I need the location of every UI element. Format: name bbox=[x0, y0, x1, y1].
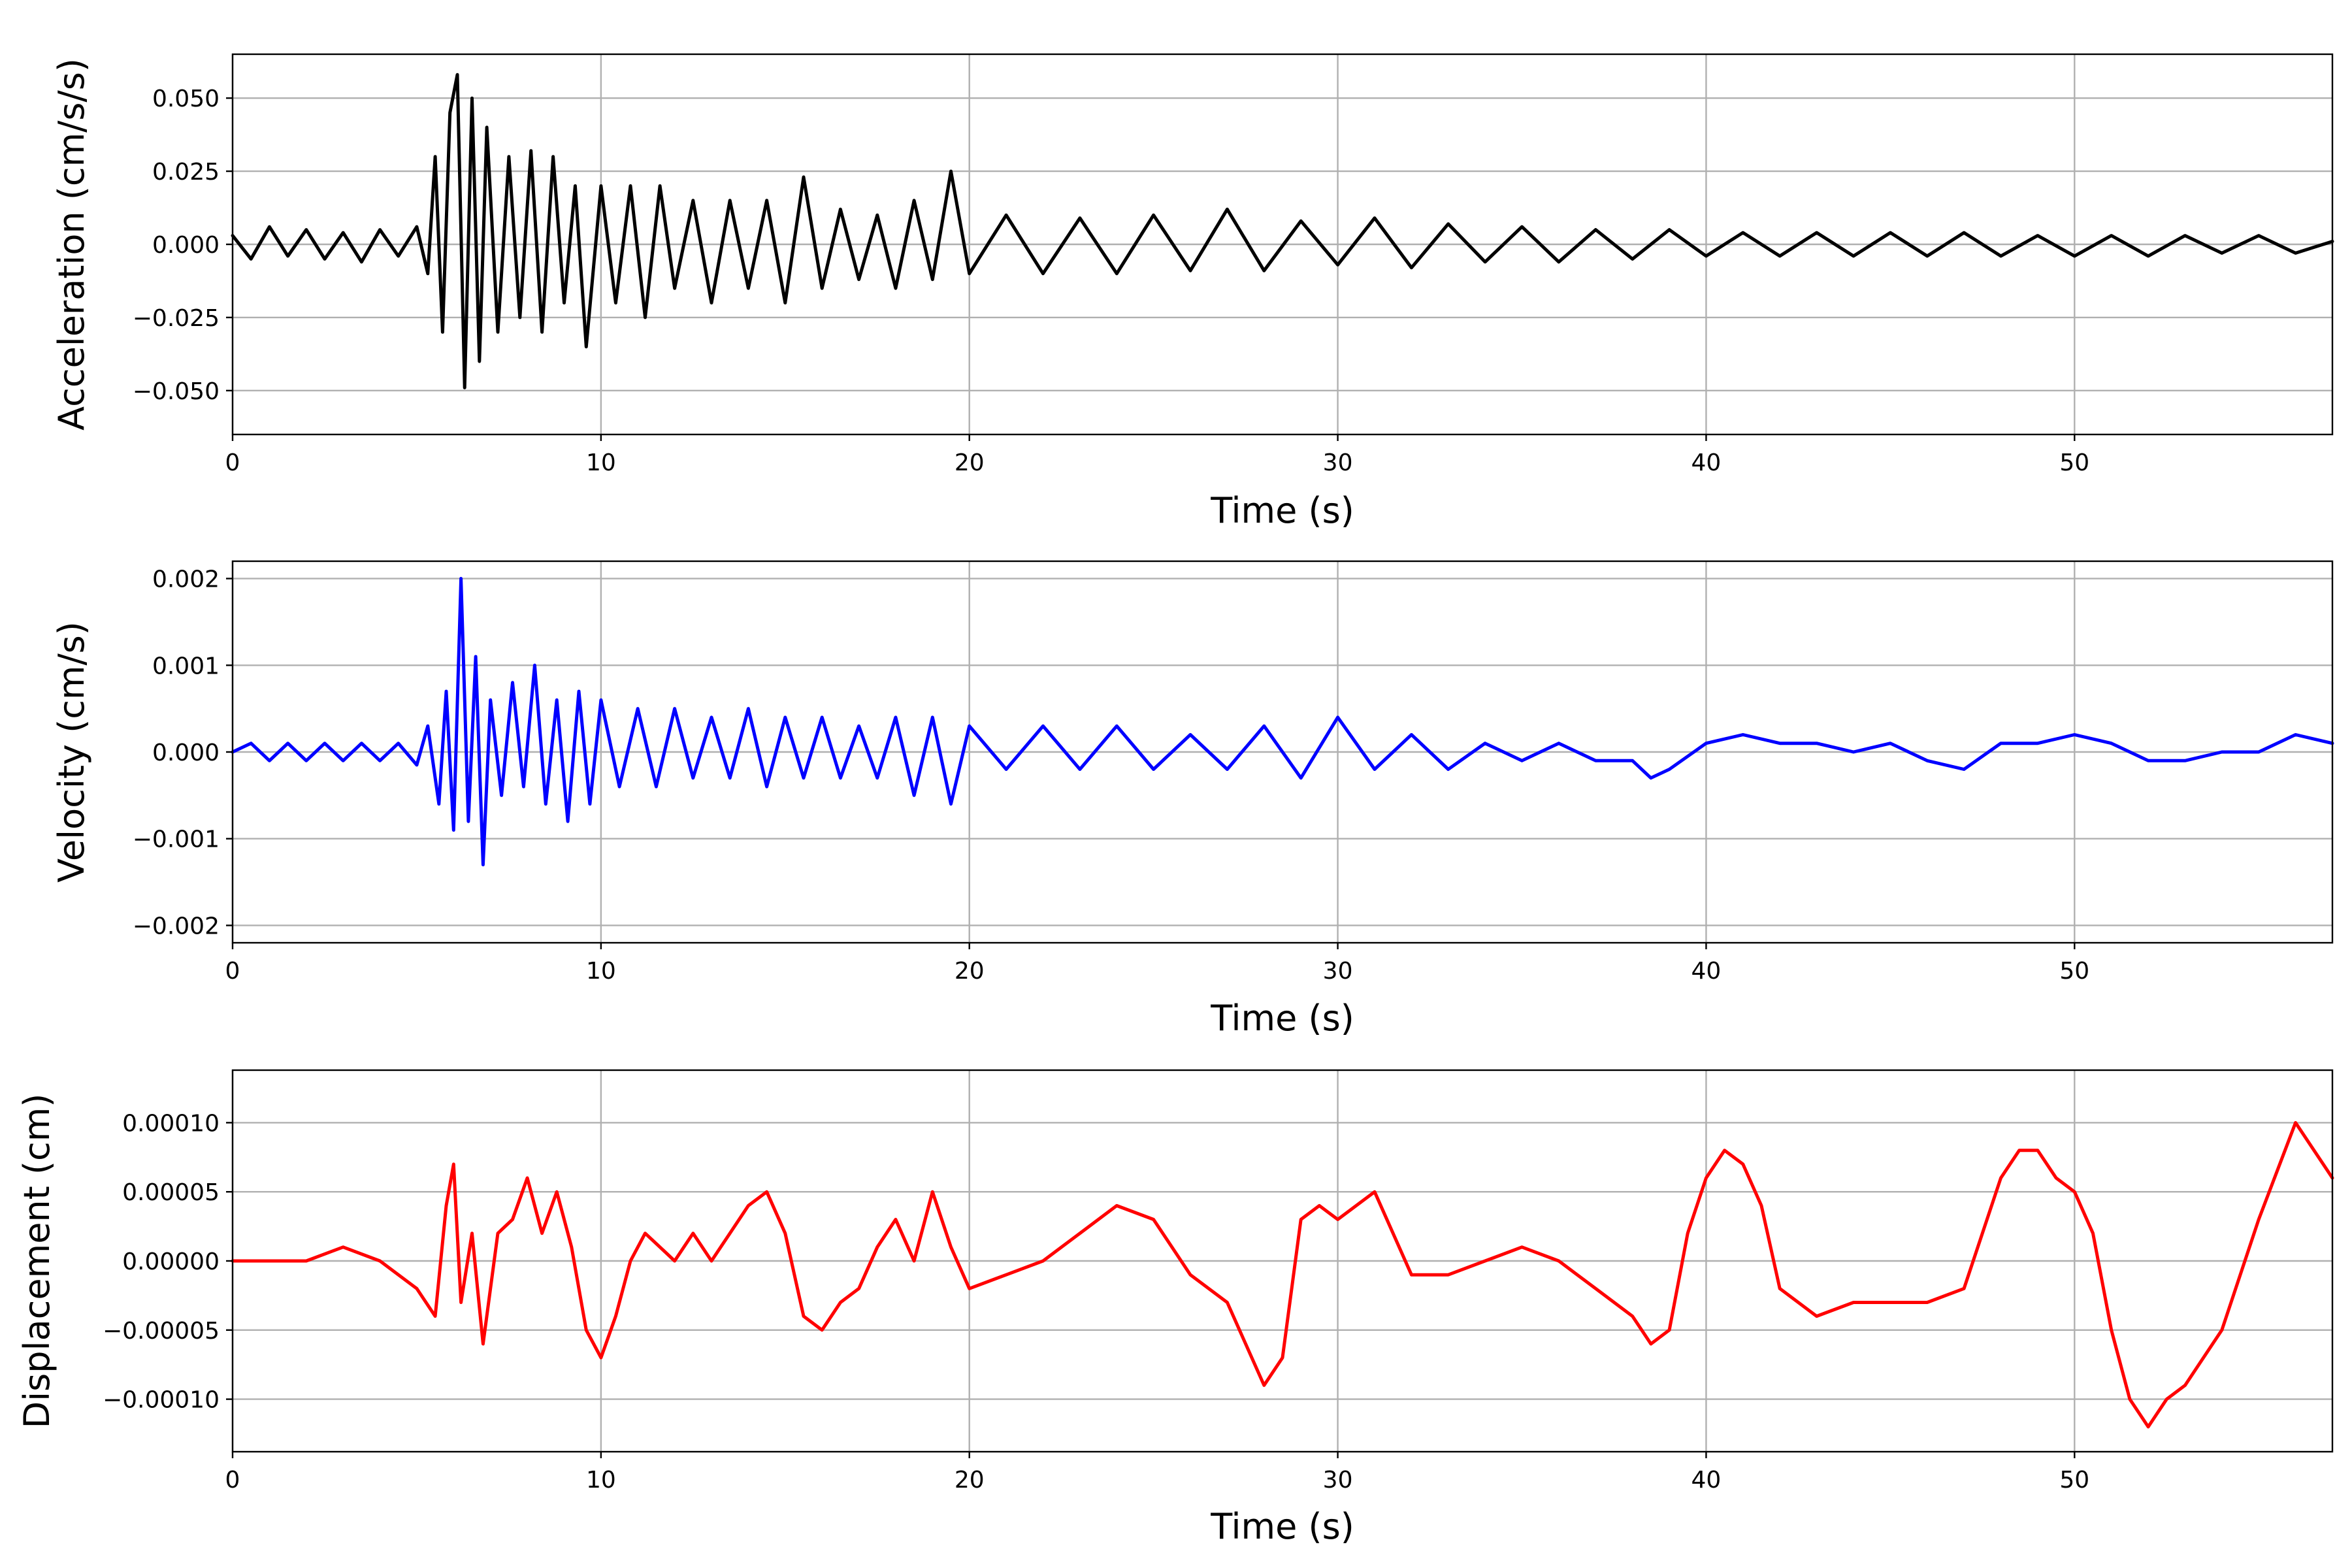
chart-panel-1: 0 10 20 30 40 50 −0.050 −0.025 0.000 0.025 0.050 Ti… bbox=[51, 53, 2334, 531]
x-tick-label: 10 bbox=[586, 449, 616, 476]
y-axis-label: Acceleration (cm/s/s) bbox=[51, 58, 92, 431]
x-tick-label: 10 bbox=[586, 958, 616, 985]
series-line bbox=[231, 577, 2334, 866]
y-tick-label: 0.00010 bbox=[122, 1110, 220, 1137]
x-tick-label: 30 bbox=[1323, 1467, 1353, 1494]
x-tick-label: 30 bbox=[1323, 449, 1353, 476]
y-tick-label: −0.002 bbox=[133, 913, 220, 939]
series-line bbox=[231, 73, 2334, 389]
x-tick-label: 50 bbox=[2059, 449, 2089, 476]
y-tick-label: 0.002 bbox=[152, 566, 220, 593]
y-tick-label: 0.00000 bbox=[122, 1249, 220, 1275]
y-axis-label: Displacement (cm) bbox=[16, 1094, 57, 1429]
x-axis-label: Time (s) bbox=[1210, 490, 1354, 531]
x-tick-label: 0 bbox=[225, 958, 240, 985]
x-tick-label: 10 bbox=[586, 1467, 616, 1494]
x-tick-label: 20 bbox=[955, 958, 985, 985]
y-tick-label: 0.000 bbox=[152, 740, 220, 766]
y-tick-label: 0.000 bbox=[152, 232, 220, 259]
y-tick-label: −0.00010 bbox=[103, 1387, 220, 1414]
y-tick-label: −0.001 bbox=[133, 826, 220, 853]
y-tick-label: 0.025 bbox=[152, 159, 220, 186]
y-tick-label: 0.00005 bbox=[122, 1179, 220, 1206]
x-tick-label: 0 bbox=[225, 1467, 240, 1494]
y-tick-label: −0.050 bbox=[133, 378, 220, 405]
x-axis-label: Time (s) bbox=[1210, 998, 1354, 1039]
x-tick-label: 20 bbox=[955, 449, 985, 476]
x-tick-label: 40 bbox=[1691, 958, 1722, 985]
y-axis-label: Velocity (cm/s) bbox=[51, 621, 92, 883]
series-line bbox=[231, 1120, 2334, 1429]
y-tick-label: 0.001 bbox=[152, 653, 220, 679]
x-tick-label: 30 bbox=[1323, 958, 1353, 985]
x-tick-label: 50 bbox=[2059, 958, 2089, 985]
chart-panel-2: 0 10 20 30 40 50 −0.002 −0.001 0.000 0.001 0.002 Ti… bbox=[51, 560, 2334, 1039]
x-tick-label: 50 bbox=[2059, 1467, 2089, 1494]
y-tick-label: 0.050 bbox=[152, 86, 220, 112]
x-tick-label: 40 bbox=[1691, 449, 1722, 476]
y-tick-label: −0.00005 bbox=[103, 1318, 220, 1345]
chart-panel-3: 0 10 20 30 40 50 −0.00010 −0.00005 0.00000 0.0000… bbox=[16, 1069, 2334, 1547]
x-axis-label: Time (s) bbox=[1210, 1506, 1354, 1547]
y-tick-label: −0.025 bbox=[133, 305, 220, 332]
x-tick-label: 20 bbox=[955, 1467, 985, 1494]
x-tick-label: 0 bbox=[225, 449, 240, 476]
x-tick-label: 40 bbox=[1691, 1467, 1722, 1494]
